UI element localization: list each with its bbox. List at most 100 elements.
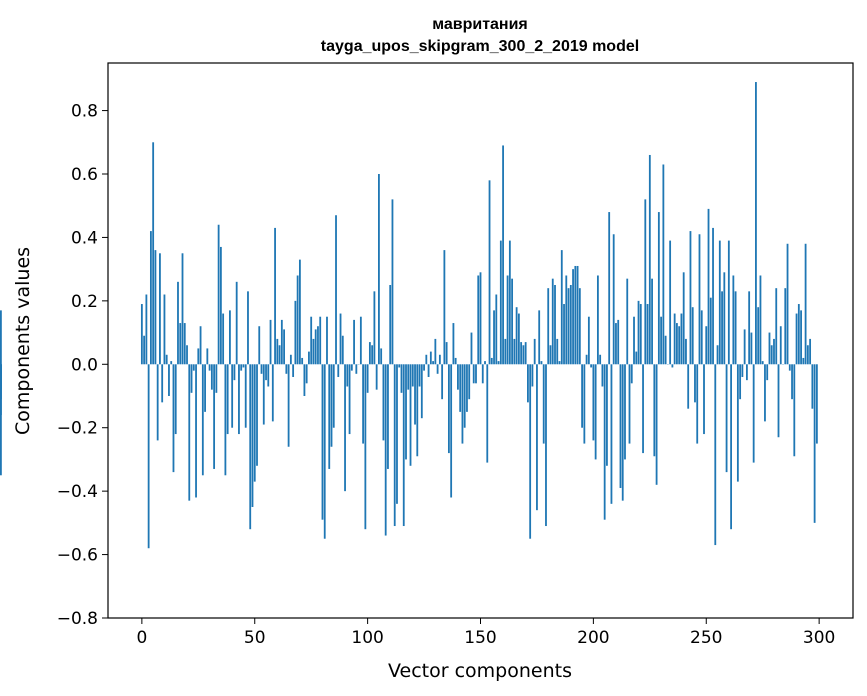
bar [269, 319, 272, 365]
bar [233, 364, 236, 381]
bar [348, 364, 351, 435]
bar [283, 329, 285, 365]
bar [694, 364, 696, 403]
bar [323, 364, 326, 539]
bar [292, 364, 295, 377]
y-tick-label: −0.6 [57, 546, 98, 566]
bar [608, 212, 611, 365]
bar [788, 364, 791, 371]
x-tick-label: 300 [803, 628, 835, 648]
bar [569, 285, 572, 365]
bar [420, 364, 423, 419]
bar [815, 364, 818, 444]
bar [479, 272, 482, 365]
bar [806, 345, 809, 365]
bar [280, 319, 283, 365]
bar [714, 364, 717, 546]
bar [466, 364, 468, 412]
bar [752, 364, 755, 463]
bar [314, 329, 317, 365]
bar [373, 291, 376, 365]
bar [289, 354, 292, 365]
bar [696, 364, 699, 444]
y-axis-ticks: −0.8 −0.6 −0.4 −0.2 0.0 0.2 0.4 0.6 0.8 [57, 102, 108, 629]
bar [601, 364, 604, 387]
y-tick-label: 0.4 [71, 228, 98, 248]
bar [308, 351, 310, 365]
bar [626, 278, 629, 365]
bar [208, 364, 211, 371]
bar [766, 364, 769, 381]
bar [186, 345, 188, 365]
bar [339, 313, 342, 365]
bar [364, 364, 367, 530]
bar [274, 227, 276, 365]
bar [353, 319, 355, 365]
bar [330, 364, 333, 447]
bar [177, 281, 179, 365]
bar [210, 364, 213, 390]
y-tick-label: 0.8 [71, 102, 98, 122]
bar [520, 342, 523, 365]
y-tick-label: −0.8 [57, 609, 98, 629]
bar [576, 265, 579, 365]
bar [393, 364, 396, 527]
x-tick-label: 50 [244, 628, 266, 648]
bar [168, 364, 170, 396]
bar [407, 364, 410, 390]
bar [705, 326, 708, 365]
bar [409, 364, 412, 466]
bar [335, 215, 337, 365]
bar [637, 300, 640, 365]
bar [262, 364, 265, 425]
x-tick-label: 0 [136, 628, 147, 648]
bar [596, 275, 599, 365]
bar [258, 326, 261, 365]
bar [380, 348, 383, 365]
bar [811, 364, 814, 409]
bar [181, 253, 184, 365]
bar [294, 300, 297, 365]
bar [531, 364, 534, 387]
bar [163, 294, 166, 365]
bar [567, 288, 570, 365]
bar [522, 345, 525, 365]
bar [244, 364, 247, 428]
bar [215, 364, 218, 393]
bar [441, 364, 444, 400]
bar [757, 307, 760, 365]
bar [0, 364, 2, 476]
bar [506, 275, 509, 365]
bar [669, 240, 672, 365]
bar [633, 316, 635, 365]
bar [247, 291, 249, 365]
bar [691, 307, 694, 365]
bar [174, 364, 177, 435]
bar [809, 338, 812, 365]
bar [486, 364, 489, 463]
bar [472, 364, 475, 384]
bar [793, 364, 796, 457]
bar [165, 354, 168, 365]
bar [375, 364, 378, 390]
y-tick-label: 0.6 [71, 165, 98, 185]
bar [698, 234, 701, 365]
bar [590, 364, 593, 368]
bar [700, 310, 703, 365]
y-tick-label: −0.2 [57, 419, 98, 439]
bar [402, 364, 405, 527]
bar [725, 364, 728, 473]
bar [540, 361, 543, 365]
x-tick-label: 150 [464, 628, 496, 648]
chart-subtitle: tayga_upos_skipgram_300_2_2019 model [321, 38, 639, 55]
bar [673, 313, 676, 365]
bar [657, 212, 660, 365]
bar [554, 285, 556, 365]
bar [470, 332, 473, 365]
bar [565, 275, 568, 365]
bar [768, 332, 771, 365]
bar [481, 364, 484, 384]
bar [689, 231, 692, 365]
bar [624, 364, 626, 460]
